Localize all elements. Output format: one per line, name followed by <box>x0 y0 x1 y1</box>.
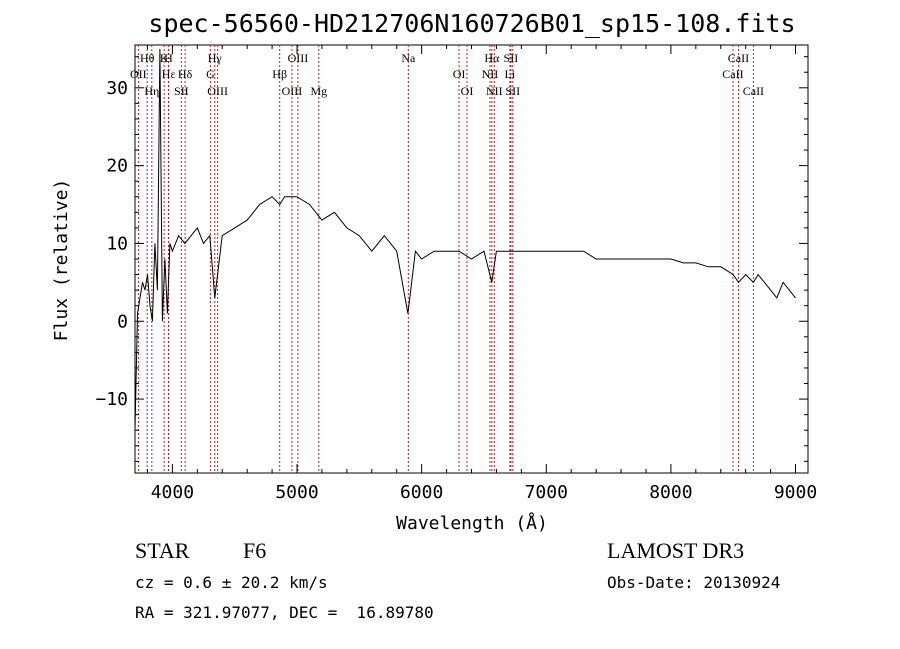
obs-date: Obs-Date: 20130924 <box>607 573 781 592</box>
spectral-line-label: OI <box>453 67 466 81</box>
spectral-line-label: OIII <box>282 84 303 98</box>
x-axis-label: Wavelength (Å) <box>396 512 548 534</box>
spectral-line-label: G <box>206 67 215 81</box>
y-tick-label: 20 <box>106 156 128 177</box>
object-type: STAR <box>135 538 190 563</box>
spectral-line-label: SII <box>504 51 519 65</box>
x-tick-label: 5000 <box>275 482 318 503</box>
spectral-line-label: OII <box>130 67 147 81</box>
x-tick-label: 8000 <box>649 482 692 503</box>
x-tick-label: 4000 <box>151 482 194 503</box>
spectral-line-label: CaII <box>743 84 764 98</box>
spectral-line-label: SII <box>174 84 189 98</box>
x-tick-label: 6000 <box>400 482 443 503</box>
y-tick-label: 10 <box>106 233 128 254</box>
axis-ticks-group: 4000 5000 6000 7000 8000 9000 −10 0 10 20 30 <box>95 45 817 503</box>
x-tick-label: 9000 <box>774 482 817 503</box>
spectral-line-label: Na <box>401 51 416 65</box>
spectral-line-label: SII <box>505 84 520 98</box>
spectral-line-label: Hη <box>144 84 159 98</box>
y-tick-label: 0 <box>117 311 128 332</box>
coordinates-readout: RA = 321.97077, DEC = 16.89780 <box>135 603 434 622</box>
x-tick-label: 7000 <box>525 482 568 503</box>
spectral-line-label: H <box>164 51 173 65</box>
spectral-line-label: Hγ <box>208 51 223 65</box>
spectral-line-label: CaII <box>728 51 749 65</box>
y-tick-label: 30 <box>106 78 128 99</box>
velocity-readout: cz = 0.6 ± 20.2 km/s <box>135 573 328 592</box>
marker-labels-group: HθOIIHηKHεSIIHHδOIIIHγGOIIIOIIIHβMgNaOIO… <box>130 51 764 98</box>
spectral-line-label: OIII <box>288 51 309 65</box>
spectral-line-label: K <box>160 51 169 65</box>
spectral-line-label: OI <box>461 84 474 98</box>
survey-name: LAMOST DR3 <box>607 538 745 563</box>
subclass: F6 <box>243 538 267 563</box>
spectral-line-label: Hθ <box>140 51 155 65</box>
spectral-line-label: OIII <box>207 84 228 98</box>
spectral-line-label: Hδ <box>178 67 193 81</box>
spectrum-line <box>134 48 796 431</box>
spectral-line-label: NII <box>486 84 503 98</box>
spectral-line-label: Hα <box>484 51 500 65</box>
spectral-line-label: Hε <box>162 67 176 81</box>
y-axis-label: Flux (relative) <box>51 179 72 342</box>
chart-title: spec-56560-HD212706N160726B01_sp15-108.f… <box>148 9 795 38</box>
y-tick-label: −10 <box>95 389 128 410</box>
spectral-line-label: Hβ <box>272 67 287 81</box>
spectral-line-label: CaII <box>722 67 743 81</box>
spectral-line-label: Li <box>505 67 516 81</box>
spectral-line-label: NII <box>482 67 499 81</box>
spectral-line-label: Mg <box>310 84 327 98</box>
